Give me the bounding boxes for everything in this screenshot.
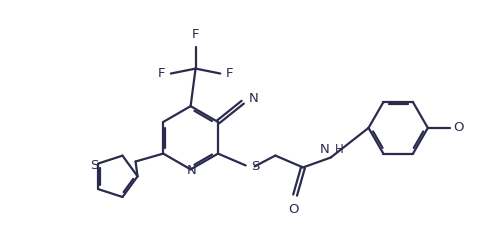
Text: O: O xyxy=(453,121,464,134)
Text: S: S xyxy=(90,159,98,172)
Text: N: N xyxy=(249,92,259,105)
Text: F: F xyxy=(226,67,234,80)
Text: F: F xyxy=(192,28,199,41)
Text: N: N xyxy=(320,143,330,156)
Text: O: O xyxy=(288,203,299,216)
Text: S: S xyxy=(251,160,259,173)
Text: F: F xyxy=(157,67,165,80)
Text: N: N xyxy=(187,164,196,177)
Text: H: H xyxy=(335,143,343,156)
